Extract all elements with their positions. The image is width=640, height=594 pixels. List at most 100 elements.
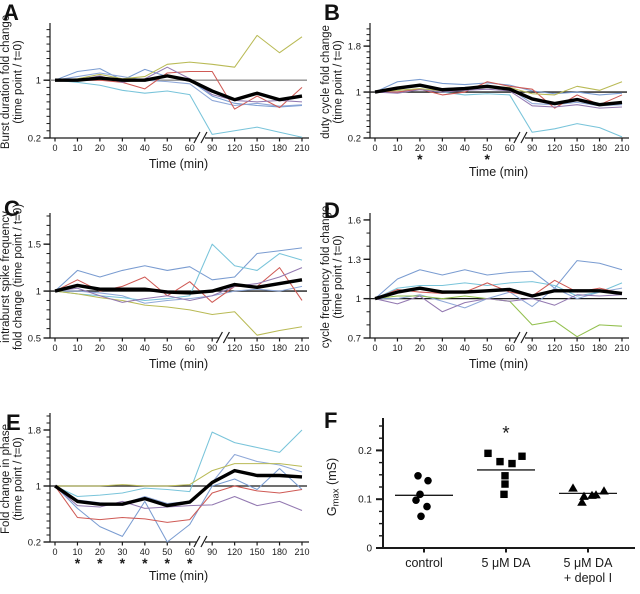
axis-break-mark xyxy=(513,131,521,144)
y-tick-label: 1 xyxy=(356,88,361,99)
x-tick-label: 0 xyxy=(52,547,57,557)
x-tick-label: 90 xyxy=(527,143,537,153)
x-tick-label: 10 xyxy=(72,343,82,353)
x-tick-label: 30 xyxy=(437,343,447,353)
x-tick-label: 0 xyxy=(372,343,377,353)
series-cell-purple xyxy=(55,66,303,103)
duty-cycle-chart: 0.211.80 10 20 30 40 50 60 90 120 150 180 210* *Time… xyxy=(320,23,630,179)
series-mean xyxy=(55,74,303,102)
x-axis-label: Time (min) xyxy=(149,157,208,171)
data-point-square xyxy=(518,452,526,460)
phase-fold-change-chart: 0.2 1 1.8 0 10 20 30 40 50 60 90 120 150 180 210 * * * * * *… xyxy=(0,413,310,583)
y-tick-label: 1.3 xyxy=(348,255,361,266)
significance-asterisk: * xyxy=(417,151,423,167)
panel-label-E: E xyxy=(6,410,21,435)
series-cell-cyan xyxy=(374,88,623,138)
data-point-circle xyxy=(414,471,422,480)
significance-asterisk: * xyxy=(165,555,171,571)
series-cell-lightblue xyxy=(375,287,623,309)
cycle-frequency-chart: 0.7 1 1.3 1.6 0 10 20 30 40 50 60 90 120 150 180 210 Tim… xyxy=(320,206,630,371)
x-tick-label: 50 xyxy=(162,547,172,557)
x-tick-label: 20 xyxy=(95,547,105,557)
x-tick-label: 150 xyxy=(570,343,585,353)
x-tick-label: 210 xyxy=(294,547,309,557)
data-point-square xyxy=(508,459,516,468)
y-axis-label: Gmax (mS) xyxy=(325,458,342,516)
y-tick-label: 0.2 xyxy=(348,134,361,145)
series-mean xyxy=(374,286,623,301)
x-tick-label: 30 xyxy=(117,547,127,557)
series-cell-lightblue xyxy=(54,72,303,107)
axes xyxy=(376,418,635,553)
panel-C: C 0.5 1 1.5 0 10 20 30 40 50 60 90 120 150 180 210 Time… xyxy=(0,190,320,390)
x-axis-label: Time (min) xyxy=(469,165,528,179)
data-point-triangle xyxy=(568,483,578,492)
x-tick-label: 20 xyxy=(415,143,425,153)
x-tick-label: 40 xyxy=(140,343,150,353)
significance-asterisk: * xyxy=(75,555,81,571)
series-cell-olive xyxy=(54,290,303,336)
series-cell-cyan xyxy=(54,79,303,138)
axes xyxy=(363,213,629,344)
x-tick-label: 120 xyxy=(227,547,242,557)
x-tick-label: 20 xyxy=(95,343,105,353)
data-point-square xyxy=(500,490,508,499)
series-mean xyxy=(374,83,623,107)
y-axis-label: intraburst spike frequencyfold change (t… xyxy=(0,204,25,350)
significance-asterisk: * xyxy=(187,555,193,571)
x-tick-label: 120 xyxy=(547,343,562,353)
x-tick-label: 10 xyxy=(72,143,82,153)
y-tick-label: 1 xyxy=(356,294,361,305)
data-point-circle xyxy=(417,512,425,521)
x-tick-label: 50 xyxy=(482,143,492,153)
y-tick-label: 1.8 xyxy=(28,426,41,437)
panel-B: B 0.2 1 1.8 0 10 20 30 40 50 60 90 120 150 180 210 * * Ti… xyxy=(320,0,640,190)
data-point-square xyxy=(501,480,509,488)
x-axis-label: Time (min) xyxy=(149,569,208,583)
axes xyxy=(43,213,309,344)
data-point-circle xyxy=(424,476,432,485)
x-tick-label: 40 xyxy=(460,343,470,353)
y-tick-label: 1.8 xyxy=(348,42,361,53)
panel-label-F: F xyxy=(324,408,338,433)
panel-label-A: A xyxy=(3,0,19,25)
y-tick-label: 1.6 xyxy=(348,215,361,226)
axes xyxy=(43,23,309,144)
x-tick-label: 90 xyxy=(207,343,217,353)
data-point-triangle xyxy=(599,486,609,495)
axis-break-mark xyxy=(222,331,230,344)
y-axis-label: duty cycle fold change(time point / t=0) xyxy=(320,25,345,139)
x-tick-label: 90 xyxy=(207,547,217,557)
axis-break-mark xyxy=(513,331,521,344)
panel-label-C: C xyxy=(4,196,20,221)
series-cell-purple xyxy=(374,88,623,109)
y-axis-label: cycle frequency fold change(time point /… xyxy=(320,206,345,349)
axis-break-mark xyxy=(193,535,201,548)
x-tick-label: 60 xyxy=(505,143,515,153)
y-tick-label: 0.7 xyxy=(348,334,361,345)
series-mean xyxy=(54,468,303,508)
x-tick-label: 20 xyxy=(95,143,105,153)
x-tick-label: 30 xyxy=(117,343,127,353)
series-cell-lightblue xyxy=(54,453,303,505)
x-tick-label: 50 xyxy=(162,343,172,353)
significance-asterisk: * xyxy=(485,151,491,167)
series-cell-steelblue xyxy=(54,467,303,543)
y-tick-label: 0.2 xyxy=(28,134,41,145)
x-tick-label: 150 xyxy=(570,143,585,153)
panel-A: A 0.2 1 0 10 20 30 40 50 60 90 120 150 180 210 Time (m… xyxy=(0,0,320,190)
axis-break-mark xyxy=(520,331,528,344)
y-tick-label: 0.1 xyxy=(358,495,372,506)
data-point-circle xyxy=(416,490,424,499)
axes xyxy=(363,23,629,144)
x-tick-label: 10 xyxy=(392,143,402,153)
data-point-triangle xyxy=(591,490,601,499)
data-point-triangle xyxy=(579,491,589,500)
x-tick-label: 210 xyxy=(614,343,629,353)
x-tick-label: 30 xyxy=(117,143,127,153)
group-label: control xyxy=(405,556,443,570)
x-tick-label: 10 xyxy=(72,547,82,557)
